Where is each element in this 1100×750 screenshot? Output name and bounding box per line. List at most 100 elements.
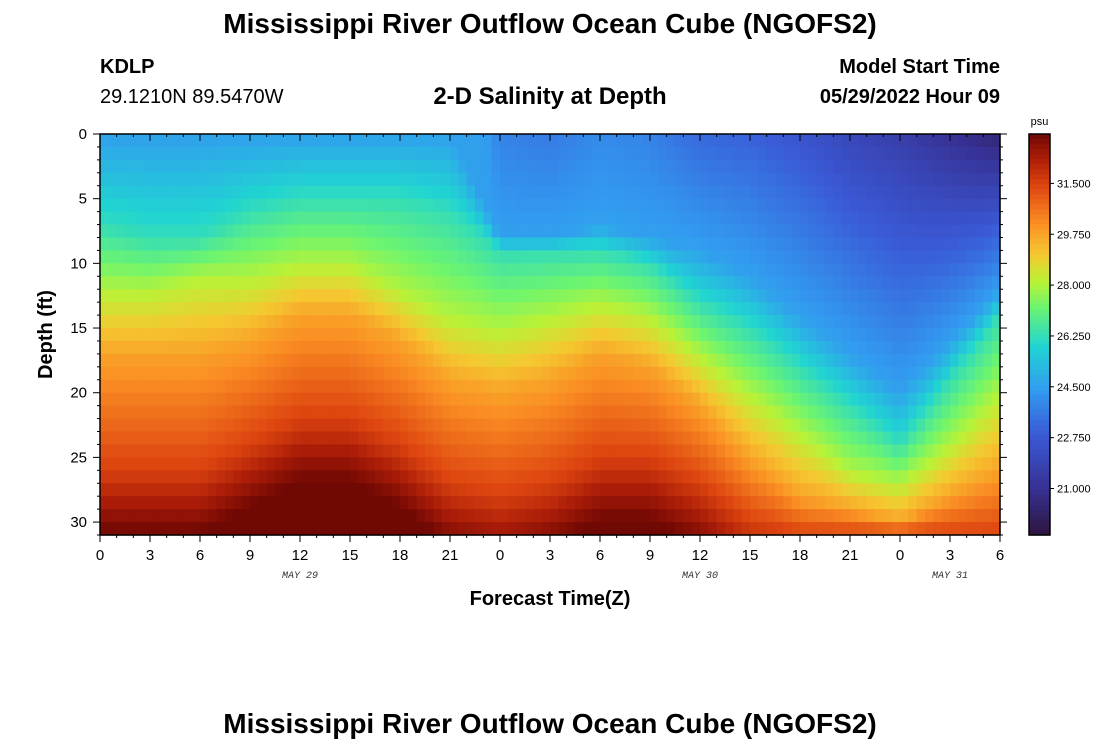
heatmap-cell xyxy=(883,328,893,342)
heatmap-cell xyxy=(116,483,126,497)
heatmap-cell xyxy=(516,159,526,174)
heatmap-cell xyxy=(375,457,384,471)
heatmap-cell xyxy=(583,250,593,264)
heatmap-cell xyxy=(900,444,909,458)
heatmap-cell xyxy=(566,457,576,471)
heatmap-cell xyxy=(791,134,801,148)
heatmap-cell xyxy=(733,444,743,458)
heatmap-cell xyxy=(800,353,809,368)
heatmap-cell xyxy=(616,172,626,187)
heatmap-cell xyxy=(308,405,318,420)
heatmap-cell xyxy=(541,379,551,394)
heatmap-cell xyxy=(350,444,359,458)
heatmap-cell xyxy=(541,250,551,264)
heatmap-cell xyxy=(591,340,601,355)
heatmap-cell xyxy=(458,263,468,277)
heatmap-cell xyxy=(783,405,793,420)
heatmap-cell xyxy=(475,172,484,187)
heatmap-cell xyxy=(683,237,693,252)
heatmap-cell xyxy=(550,418,559,433)
heatmap-cell xyxy=(208,198,218,213)
heatmap-cell xyxy=(125,340,134,355)
heatmap-cell xyxy=(358,328,368,342)
heatmap-cell xyxy=(583,392,593,407)
heatmap-cell xyxy=(325,159,334,174)
heatmap-cell xyxy=(483,211,493,226)
heatmap-cell xyxy=(425,315,434,329)
heatmap-cell xyxy=(950,340,959,355)
heatmap-cell xyxy=(608,379,618,394)
heatmap-cell xyxy=(375,328,384,342)
heatmap-cell xyxy=(241,340,251,355)
heatmap-cell xyxy=(633,328,643,342)
heatmap-cell xyxy=(875,263,884,277)
heatmap-cell xyxy=(233,237,243,252)
heatmap-cell xyxy=(225,522,234,536)
heatmap-cell xyxy=(425,444,434,458)
heatmap-cell xyxy=(266,340,276,355)
heatmap-cell xyxy=(733,496,743,510)
heatmap-cell xyxy=(125,172,134,187)
heatmap-cell xyxy=(108,263,118,277)
heatmap-cell xyxy=(875,198,884,213)
colorbar-segment xyxy=(1029,409,1050,416)
heatmap-cell xyxy=(766,509,776,523)
heatmap-cell xyxy=(166,250,176,264)
heatmap-cell xyxy=(683,263,693,277)
heatmap-cell xyxy=(725,302,734,316)
heatmap-cell xyxy=(758,431,768,446)
heatmap-cell xyxy=(858,496,868,510)
heatmap-cell xyxy=(616,509,626,523)
colorbar-segment xyxy=(1029,469,1050,476)
heatmap-cell xyxy=(866,353,876,368)
heatmap-cell xyxy=(158,353,168,368)
heatmap-cell xyxy=(433,496,443,510)
heatmap-cell xyxy=(850,392,859,407)
heatmap-cell xyxy=(533,263,543,277)
heatmap-cell xyxy=(858,211,868,226)
heatmap-cell xyxy=(950,224,959,239)
heatmap-cell xyxy=(166,237,176,252)
heatmap-cell xyxy=(425,237,434,252)
heatmap-cell xyxy=(166,328,176,342)
heatmap-cell xyxy=(191,211,201,226)
heatmap-cell xyxy=(916,276,926,290)
heatmap-cell xyxy=(166,470,176,484)
heatmap-cell xyxy=(991,522,1001,536)
heatmap-cell xyxy=(516,263,526,277)
heatmap-cell xyxy=(375,496,384,510)
heatmap-cell xyxy=(808,250,818,264)
heatmap-cell xyxy=(766,392,776,407)
heatmap-cell xyxy=(316,431,326,446)
heatmap-cell xyxy=(991,172,1001,187)
heatmap-cell xyxy=(600,159,609,174)
heatmap-cell xyxy=(625,418,634,433)
heatmap-cell xyxy=(691,263,701,277)
heatmap-cell xyxy=(883,276,893,290)
heatmap-cell xyxy=(808,379,818,394)
heatmap-cell xyxy=(566,185,576,200)
heatmap-cell xyxy=(891,146,901,161)
colorbar-segment xyxy=(1029,424,1050,431)
heatmap-cell xyxy=(983,405,993,420)
heatmap-cell xyxy=(583,379,593,394)
heatmap-cell xyxy=(475,289,484,303)
heatmap-cell xyxy=(400,509,409,523)
heatmap-cell xyxy=(375,431,384,446)
heatmap-cell xyxy=(375,159,384,174)
heatmap-cell xyxy=(500,483,509,497)
heatmap-cell xyxy=(566,509,576,523)
heatmap-cell xyxy=(666,522,676,536)
heatmap-cell xyxy=(391,340,401,355)
heatmap-cell xyxy=(875,353,884,368)
heatmap-cell xyxy=(766,302,776,316)
heatmap-cell xyxy=(891,198,901,213)
heatmap-cell xyxy=(425,211,434,226)
heatmap-cell xyxy=(341,263,351,277)
heatmap-cell xyxy=(491,159,501,174)
colorbar-tick-label: 24.500 xyxy=(1057,382,1091,394)
heatmap-cell xyxy=(683,172,693,187)
heatmap-cell xyxy=(200,211,209,226)
heatmap-cell xyxy=(766,444,776,458)
heatmap-cell xyxy=(700,276,709,290)
